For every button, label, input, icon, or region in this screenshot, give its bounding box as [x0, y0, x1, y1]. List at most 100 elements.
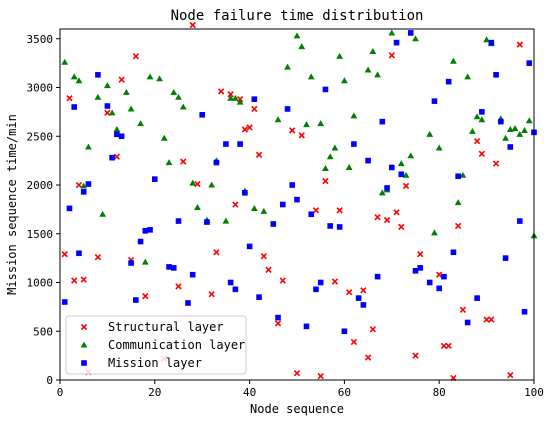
data-point — [331, 278, 339, 285]
data-point — [104, 103, 111, 109]
data-point — [313, 286, 319, 293]
data-point — [402, 171, 410, 178]
data-point — [251, 105, 258, 113]
data-point — [208, 291, 215, 298]
data-point — [350, 338, 358, 346]
data-point — [61, 299, 68, 305]
data-point — [378, 189, 386, 196]
data-point — [142, 292, 149, 300]
data-point — [132, 53, 140, 60]
data-point — [317, 120, 325, 127]
data-point — [450, 57, 457, 64]
legend-label: Mission layer — [108, 356, 202, 370]
data-point — [468, 127, 476, 134]
data-point — [326, 153, 334, 160]
data-point — [66, 205, 73, 212]
data-point — [108, 109, 116, 116]
x-tick-label: 40 — [243, 386, 256, 399]
data-point — [483, 36, 490, 43]
data-point — [360, 302, 367, 308]
data-point — [327, 223, 333, 229]
data-point — [402, 182, 410, 190]
data-point — [393, 39, 400, 46]
data-point — [61, 251, 68, 258]
data-point — [227, 94, 235, 101]
data-point — [232, 286, 239, 293]
data-point — [502, 255, 509, 261]
data-point — [473, 113, 481, 120]
data-point — [440, 342, 448, 350]
data-point — [498, 118, 504, 125]
data-point — [232, 201, 239, 208]
data-point — [426, 130, 434, 137]
legend-label: Structural layer — [108, 320, 224, 334]
data-point — [412, 268, 419, 274]
data-point — [260, 207, 268, 214]
data-point — [336, 52, 344, 59]
data-point — [99, 210, 107, 217]
data-point — [341, 77, 348, 84]
data-point — [208, 181, 216, 188]
data-point — [445, 342, 452, 350]
data-point — [189, 271, 196, 278]
data-point — [94, 93, 102, 100]
data-point — [388, 29, 396, 36]
data-point — [322, 86, 329, 93]
data-point — [526, 60, 533, 66]
data-point — [479, 109, 485, 115]
data-point — [454, 222, 462, 230]
data-point — [127, 105, 135, 112]
data-point — [393, 209, 400, 216]
data-point — [104, 82, 111, 89]
data-point — [137, 120, 144, 127]
series-x — [61, 21, 523, 382]
data-point — [170, 88, 178, 95]
data-point — [70, 73, 78, 80]
data-point — [350, 112, 358, 119]
data-point — [165, 159, 173, 166]
data-point — [189, 179, 197, 186]
data-point — [398, 171, 405, 178]
legend-item: Structural layer — [80, 320, 224, 334]
data-point — [492, 160, 500, 167]
data-point — [383, 216, 391, 224]
data-point — [398, 223, 405, 231]
y-tick-label: 1000 — [27, 277, 54, 290]
data-point — [80, 182, 88, 189]
data-point — [488, 316, 495, 323]
data-point — [389, 164, 395, 171]
data-point — [217, 88, 225, 95]
data-point — [322, 177, 329, 185]
data-point — [379, 118, 386, 125]
data-point — [265, 266, 272, 273]
data-point — [365, 157, 371, 164]
data-point — [516, 41, 523, 48]
data-point — [298, 43, 306, 50]
data-point — [507, 144, 514, 150]
data-point — [506, 126, 514, 132]
data-point — [459, 171, 467, 178]
data-point — [289, 127, 296, 134]
data-point — [303, 323, 310, 330]
data-point — [507, 371, 514, 379]
data-point — [113, 153, 121, 160]
data-point — [109, 154, 115, 161]
data-point — [85, 181, 92, 187]
data-point — [71, 277, 78, 284]
data-point — [336, 207, 343, 214]
data-point — [142, 228, 149, 234]
data-point — [360, 287, 367, 294]
data-point — [450, 249, 457, 256]
x-tick-label: 20 — [148, 386, 161, 399]
y-axis-title: Mission sequence time/min — [5, 114, 19, 295]
data-point — [279, 201, 286, 208]
data-point — [369, 48, 377, 54]
data-point — [511, 125, 519, 131]
data-point — [75, 181, 83, 189]
series-triangle — [61, 29, 538, 265]
data-point — [436, 271, 443, 278]
data-point — [478, 150, 486, 157]
y-tick-label: 3500 — [27, 33, 54, 46]
data-point — [213, 159, 220, 166]
